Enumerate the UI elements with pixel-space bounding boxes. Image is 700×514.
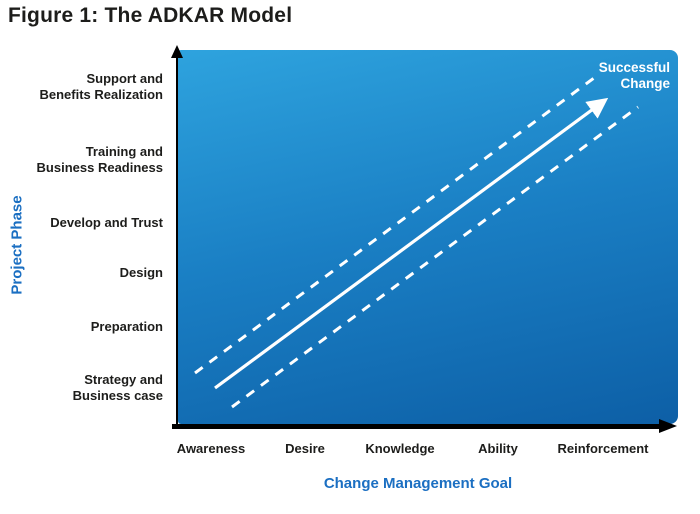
y-tick-preparation: Preparation (90, 318, 163, 334)
trend-lines (194, 73, 639, 409)
x-axis-arrow-icon (659, 419, 677, 433)
lower-dashed-line (231, 105, 639, 409)
y-axis-title: Project Phase (8, 195, 26, 295)
x-axis-title: Change Management Goal (323, 475, 513, 492)
y-tick-training-readiness: Training and Business Readiness (36, 143, 163, 175)
successful-change-arrow-line (214, 97, 609, 390)
x-tick-ability: Ability (478, 441, 518, 456)
successful-change-label: Successful Change (598, 60, 670, 91)
y-axis-line (175, 57, 179, 424)
x-tick-knowledge: Knowledge (365, 441, 435, 456)
upper-dashed-line (194, 73, 599, 375)
x-tick-reinforcement: Reinforcement (557, 441, 649, 456)
y-tick-support-benefits: Support and Benefits Realization (39, 70, 163, 102)
x-tick-desire: Desire (285, 441, 325, 456)
y-tick-design: Design (119, 264, 163, 280)
plot-area: Successful Change (178, 50, 678, 424)
x-axis-line (172, 424, 660, 429)
y-tick-develop-trust: Develop and Trust (50, 214, 163, 230)
y-tick-strategy-case: Strategy and Business case (72, 371, 163, 403)
figure-title: Figure 1: The ADKAR Model (8, 4, 293, 27)
y-axis-arrow-icon (170, 45, 183, 58)
x-tick-awareness: Awareness (176, 441, 246, 456)
